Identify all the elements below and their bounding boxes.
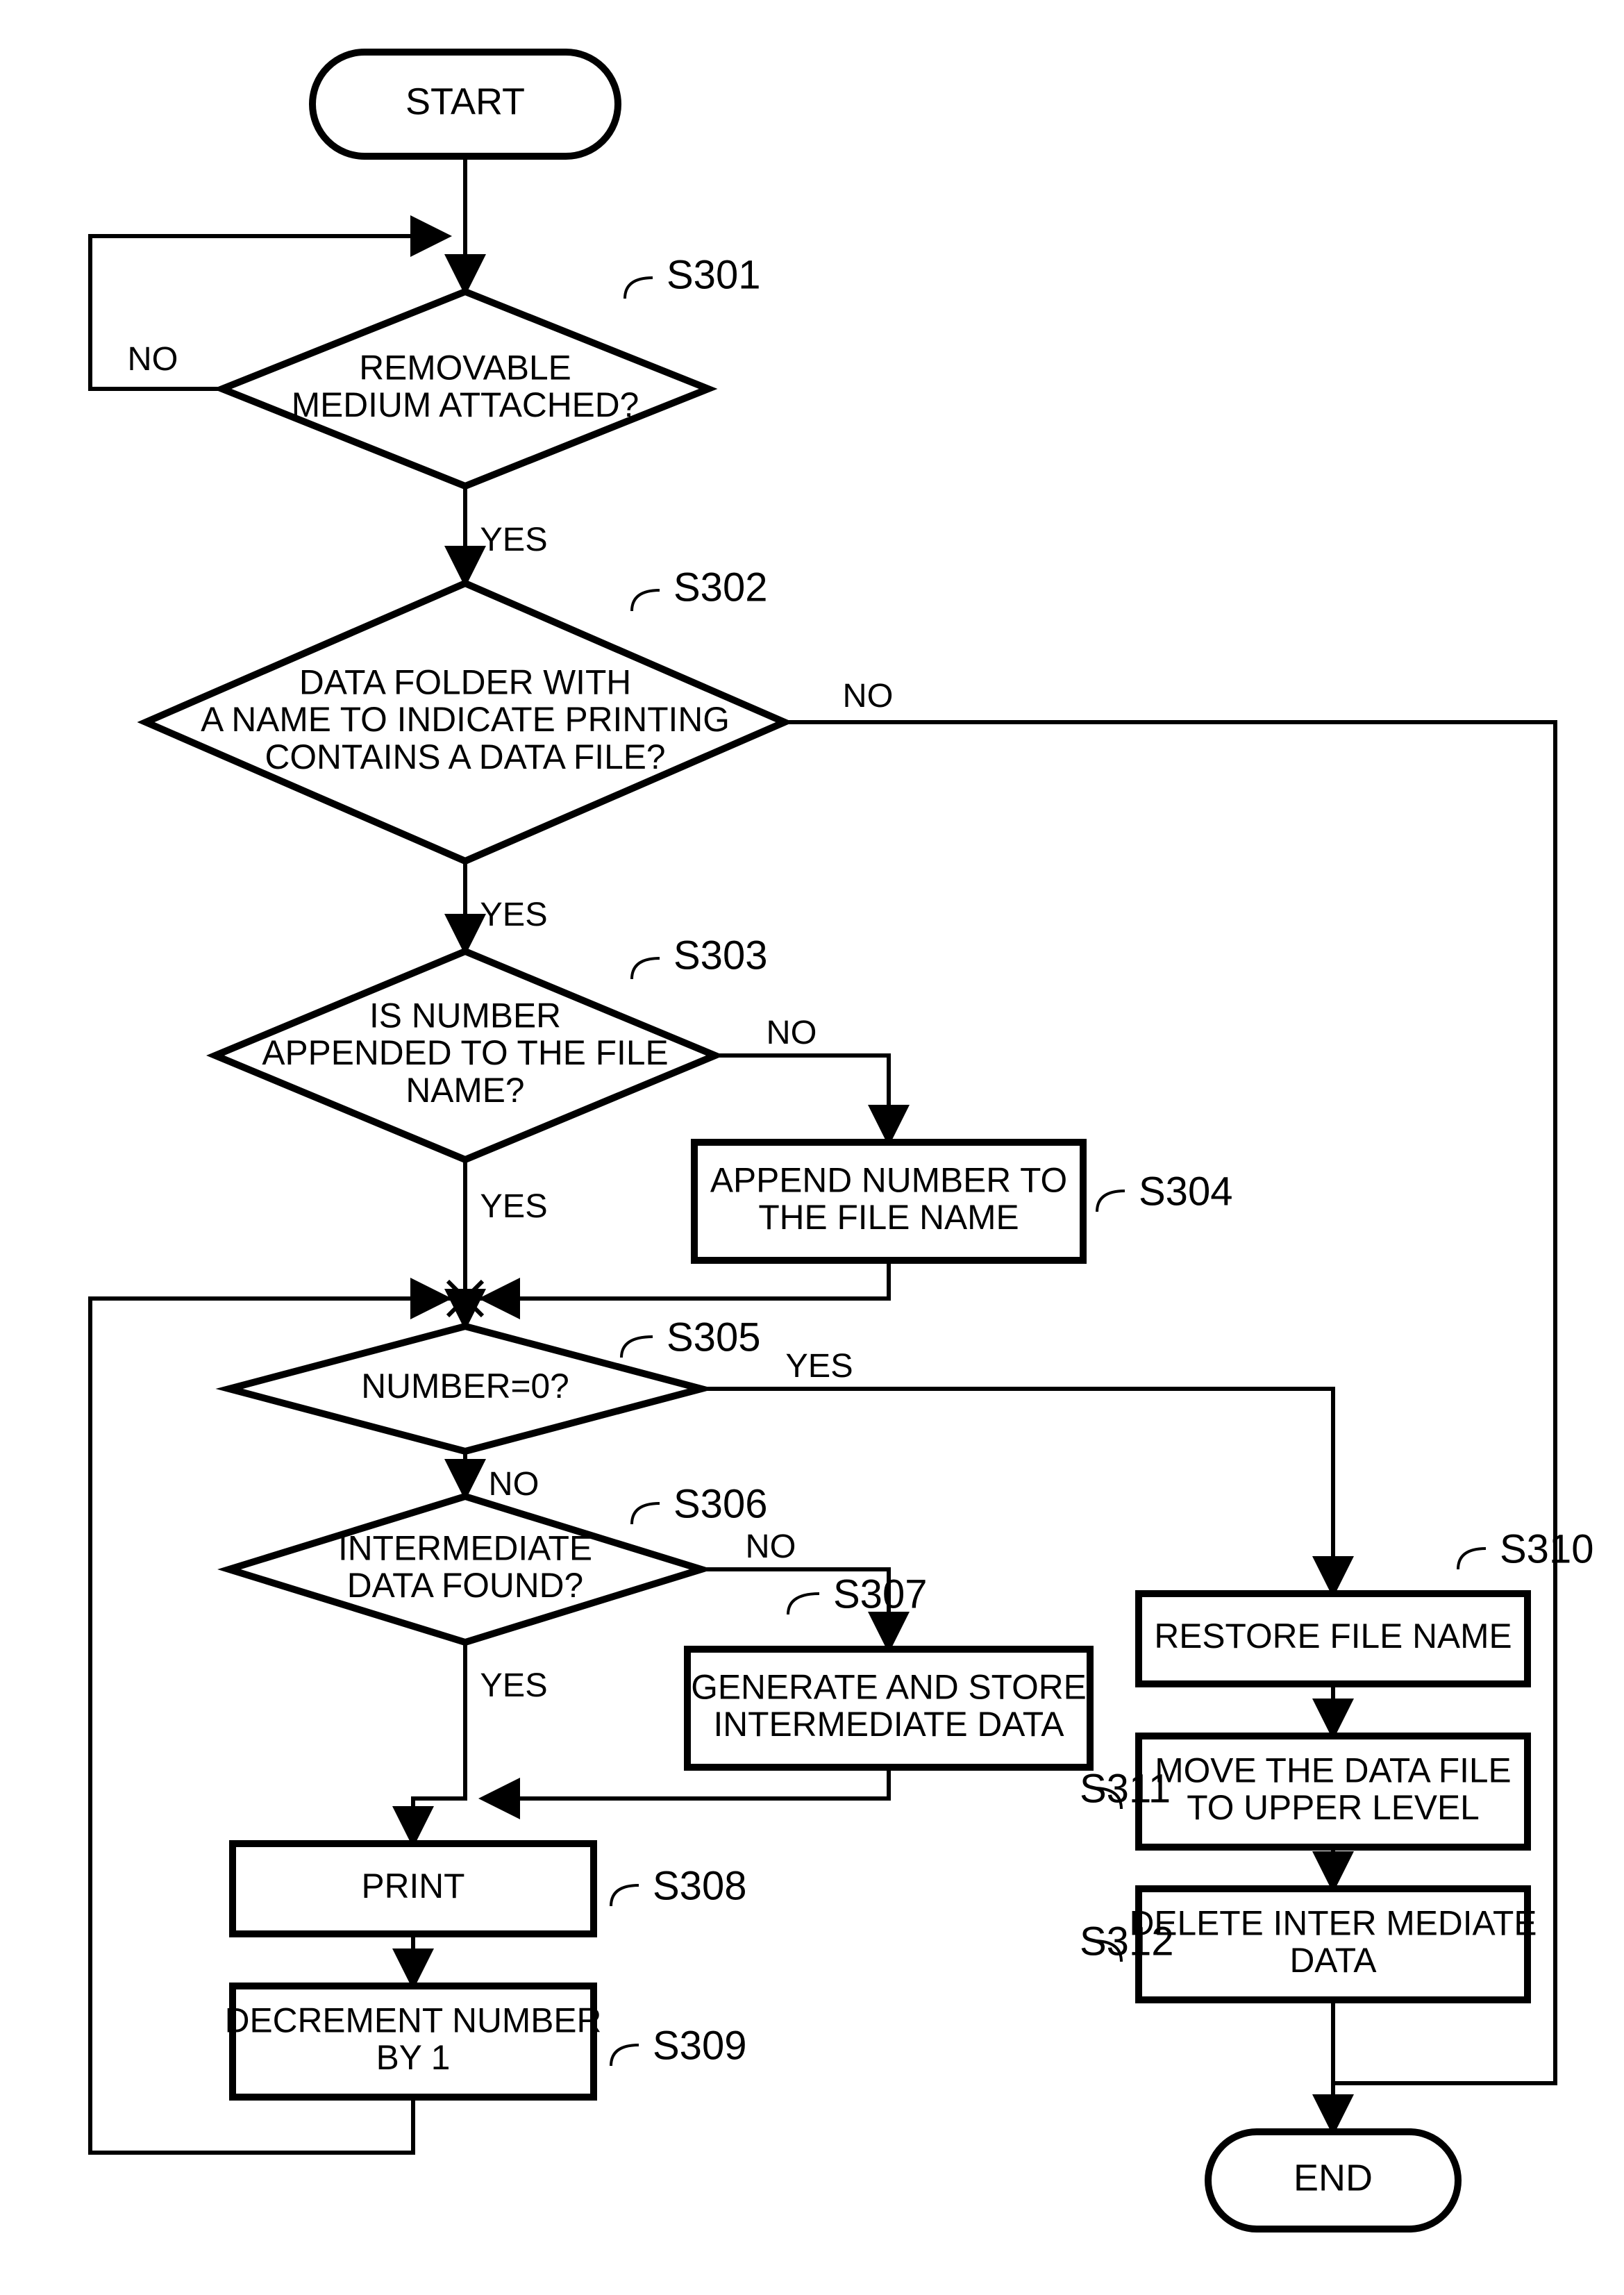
edge-label-8: NO — [489, 1465, 539, 1503]
label-leader-0 — [625, 278, 653, 299]
p304-text: APPEND NUMBER TO — [710, 1160, 1067, 1199]
edge-label-2: NO — [128, 340, 178, 378]
edge-6 — [715, 1055, 889, 1142]
d305-label: S305 — [667, 1315, 760, 1360]
edge-label-10: YES — [480, 1667, 547, 1704]
p312-label: S312 — [1080, 1919, 1173, 1964]
p311-label: S311 — [1080, 1766, 1171, 1811]
d306-text: DATA FOUND? — [347, 1566, 583, 1605]
p304-text: THE FILE NAME — [758, 1198, 1019, 1237]
label-leader-5 — [632, 1503, 660, 1524]
d301-text: MEDIUM ATTACHED? — [292, 385, 639, 424]
p304-label: S304 — [1139, 1169, 1232, 1214]
d302-text: A NAME TO INDICATE PRINTING — [201, 700, 730, 739]
p312-text: DATA — [1289, 1941, 1377, 1980]
p312-text: DELETE INTER MEDIATE — [1130, 1903, 1537, 1942]
edge-label-5: YES — [480, 1187, 547, 1225]
edge-10 — [413, 1642, 465, 1844]
end-text: END — [1294, 2157, 1373, 2198]
p310-label: S310 — [1500, 1526, 1593, 1571]
label-leader-4 — [621, 1337, 653, 1358]
d302-label: S302 — [673, 565, 767, 610]
d305-text: NUMBER=0? — [361, 1367, 569, 1405]
d302-text: DATA FOLDER WITH — [299, 662, 631, 701]
label-leader-3 — [1097, 1191, 1125, 1212]
edge-label-11: NO — [746, 1528, 796, 1565]
p307-text: GENERATE AND STORE — [691, 1667, 1087, 1706]
d301-text: REMOVABLE — [359, 348, 571, 387]
d303-label: S303 — [673, 933, 767, 978]
p309-text: BY 1 — [376, 2038, 451, 2077]
label-leader-9 — [1458, 1549, 1486, 1569]
d303-text: NAME? — [405, 1071, 524, 1110]
edge-label-4: NO — [843, 677, 894, 715]
p309-label: S309 — [653, 2023, 746, 2068]
p309-text: DECREMENT NUMBER — [225, 2001, 602, 2039]
edge-7 — [483, 1260, 889, 1299]
p308-label: S308 — [653, 1863, 746, 1908]
d303-text: APPENDED TO THE FILE — [262, 1033, 668, 1072]
edge-label-1: YES — [480, 521, 547, 558]
label-leader-8 — [611, 2045, 639, 2066]
d306-label: S306 — [673, 1481, 767, 1526]
p307-text: INTERMEDIATE DATA — [713, 1705, 1064, 1744]
p307-label: S307 — [833, 1571, 927, 1617]
d303-text: IS NUMBER — [369, 996, 561, 1035]
edge-9 — [701, 1389, 1333, 1594]
d301-label: S301 — [667, 252, 760, 297]
edge-label-6: NO — [767, 1014, 817, 1051]
label-leader-6 — [788, 1594, 819, 1614]
p311-text: MOVE THE DATA FILE — [1155, 1751, 1511, 1789]
edge-label-3: YES — [480, 896, 547, 933]
d306-text: INTERMEDIATE — [338, 1528, 592, 1567]
edge-label-9: YES — [785, 1347, 853, 1385]
p308-text: PRINT — [361, 1867, 464, 1905]
label-leader-1 — [632, 590, 660, 611]
d302-text: CONTAINS A DATA FILE? — [265, 737, 666, 776]
label-leader-7 — [611, 1885, 639, 1906]
p310-text: RESTORE FILE NAME — [1154, 1617, 1512, 1655]
label-leader-2 — [632, 958, 660, 979]
start-text: START — [405, 81, 525, 122]
edge-12 — [483, 1767, 889, 1799]
p311-text: TO UPPER LEVEL — [1187, 1788, 1479, 1827]
